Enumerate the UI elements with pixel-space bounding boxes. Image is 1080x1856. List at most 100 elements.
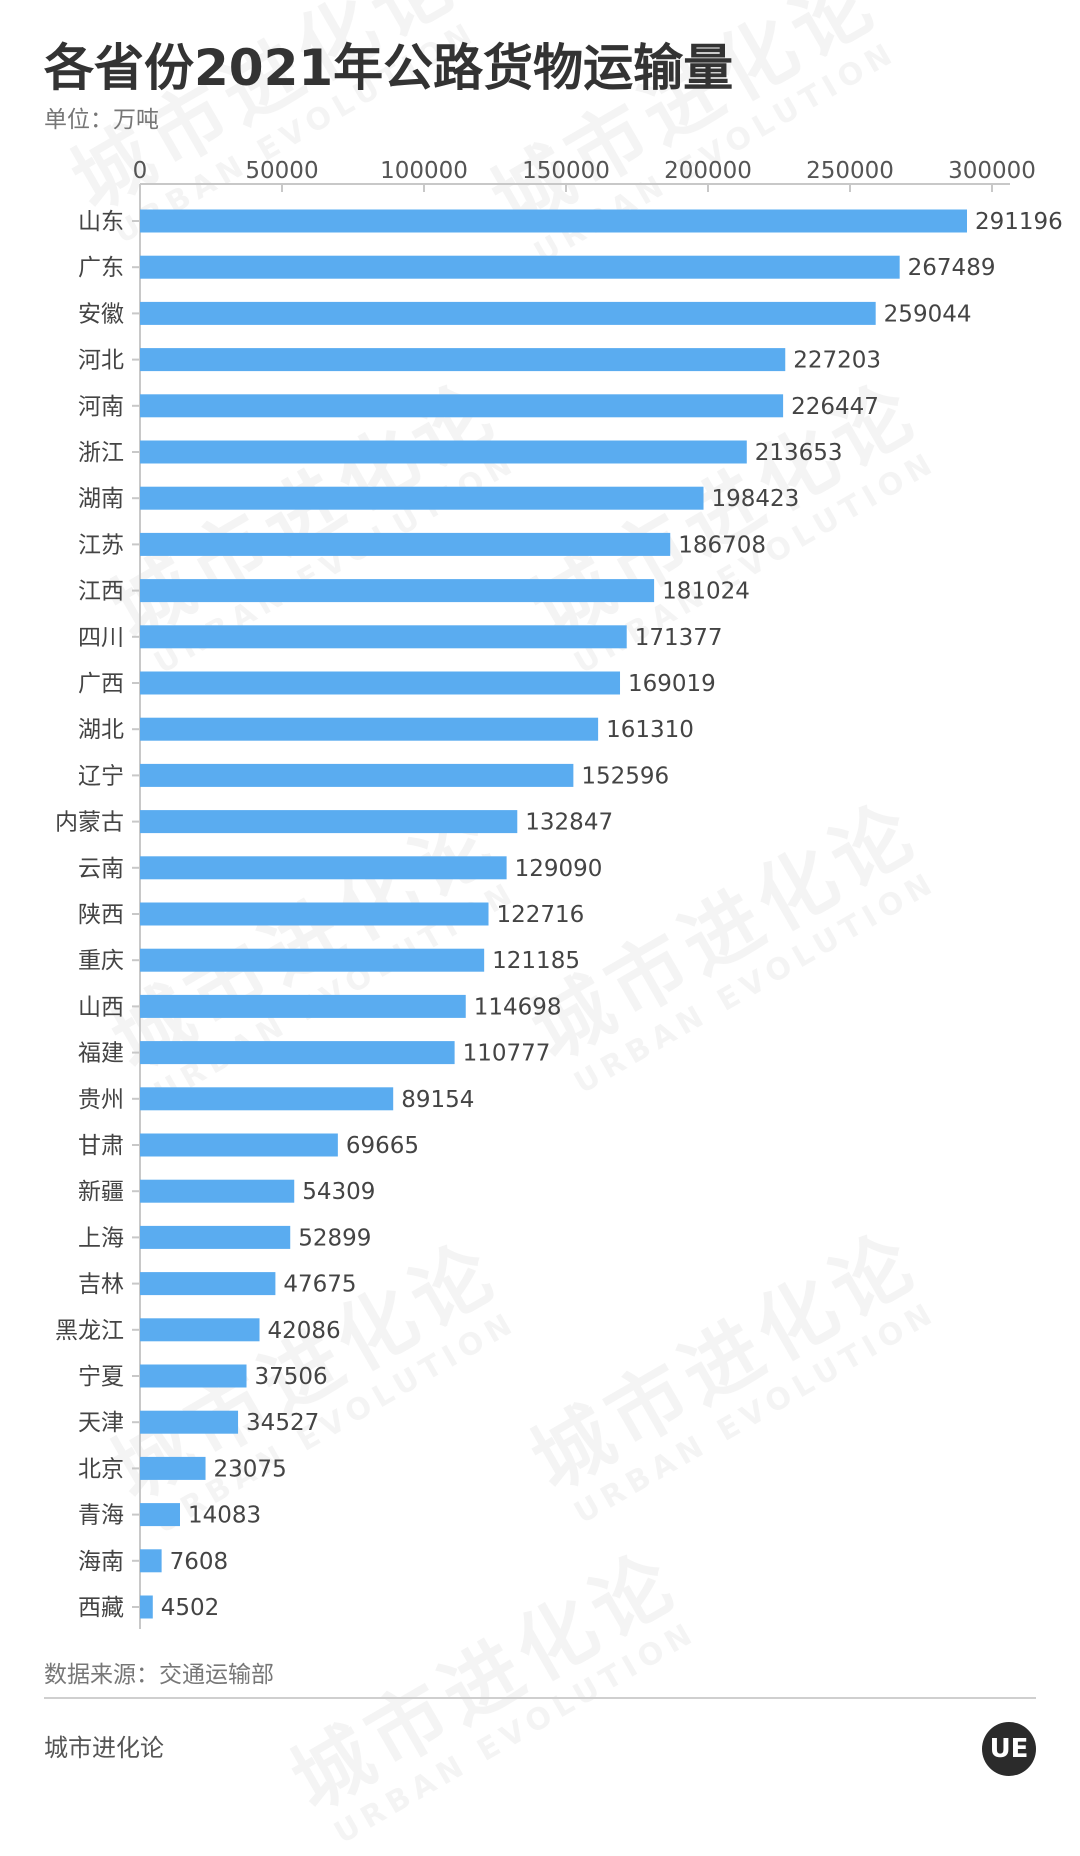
- data-label: 14083: [188, 1503, 261, 1529]
- category-label: 黑龙江: [55, 1318, 124, 1344]
- bar: [140, 1318, 260, 1342]
- data-label: 110777: [463, 1041, 551, 1067]
- bar: [140, 1410, 239, 1434]
- category-label: 湖南: [78, 486, 124, 512]
- category-label: 重庆: [78, 948, 124, 974]
- bar: [140, 1549, 162, 1573]
- bar: [140, 579, 655, 603]
- data-label: 213653: [755, 440, 843, 466]
- category-label: 河北: [78, 348, 124, 374]
- category-label: 江西: [78, 579, 124, 605]
- data-label: 47675: [283, 1272, 356, 1298]
- category-label: 内蒙古: [55, 810, 124, 836]
- bar: [140, 948, 485, 972]
- category-label: 安徽: [78, 301, 124, 327]
- bar: [140, 1041, 455, 1065]
- data-source: 数据来源：交通运输部: [44, 1662, 274, 1688]
- data-label: 267489: [908, 255, 996, 281]
- category-label: 湖北: [78, 717, 124, 743]
- category-label: 山西: [78, 994, 124, 1020]
- data-label: 259044: [884, 301, 972, 327]
- bar: [140, 1133, 338, 1157]
- bar: [140, 348, 786, 372]
- category-label: 宁夏: [78, 1364, 124, 1390]
- bar: [140, 1456, 206, 1480]
- category-label: 福建: [78, 1041, 124, 1067]
- data-label: 129090: [515, 856, 603, 882]
- bar: [140, 394, 784, 418]
- category-label: 河南: [78, 394, 124, 420]
- data-label: 42086: [268, 1318, 341, 1344]
- bar: [140, 671, 621, 695]
- data-label: 89154: [401, 1087, 474, 1113]
- data-label: 186708: [678, 532, 766, 558]
- data-label: 152596: [581, 763, 669, 789]
- bar: [140, 994, 466, 1018]
- data-label: 54309: [302, 1179, 375, 1205]
- x-tick-label: 200000: [664, 158, 752, 184]
- category-label: 吉林: [78, 1272, 124, 1298]
- x-tick-label: 150000: [522, 158, 610, 184]
- category-label: 上海: [78, 1225, 124, 1251]
- data-label: 169019: [628, 671, 716, 697]
- category-label: 西藏: [78, 1595, 124, 1621]
- data-label: 132847: [525, 810, 613, 836]
- category-label: 江苏: [78, 532, 124, 558]
- bar: [140, 1179, 295, 1203]
- bar: [140, 1272, 276, 1296]
- bar: [140, 209, 967, 233]
- bar: [140, 1595, 153, 1619]
- data-label: 161310: [606, 717, 694, 743]
- data-label: 227203: [793, 348, 881, 374]
- category-label: 贵州: [78, 1087, 124, 1113]
- category-label: 北京: [78, 1456, 124, 1482]
- bar: [140, 810, 518, 834]
- data-label: 4502: [161, 1595, 220, 1621]
- category-label: 云南: [78, 856, 124, 882]
- x-tick-label: 100000: [380, 158, 468, 184]
- data-label: 37506: [255, 1364, 328, 1390]
- x-tick-label: 50000: [245, 158, 318, 184]
- bar: [140, 1087, 394, 1111]
- x-tick-label: 0: [133, 158, 148, 184]
- category-label: 青海: [78, 1503, 124, 1529]
- data-label: 226447: [791, 394, 879, 420]
- brand-logo-icon: UE: [982, 1722, 1036, 1776]
- data-label: 23075: [214, 1456, 287, 1482]
- bar: [140, 486, 704, 510]
- bar: [140, 532, 671, 556]
- category-label: 辽宁: [78, 763, 124, 789]
- data-label: 7608: [170, 1549, 229, 1575]
- bar: [140, 625, 627, 649]
- data-label: 69665: [346, 1133, 419, 1159]
- bar: [140, 440, 747, 464]
- category-label: 陕西: [78, 902, 124, 928]
- x-tick-label: 250000: [806, 158, 894, 184]
- data-label: 171377: [635, 625, 723, 651]
- brand-name: 城市进化论: [44, 1734, 164, 1762]
- footer-divider: [44, 1697, 1036, 1699]
- bar: [140, 856, 507, 880]
- x-tick-label: 300000: [948, 158, 1036, 184]
- bar: [140, 763, 574, 787]
- bar-chart: 0 50000 100000 150000 200000 250000 300000 山东 29…: [55, 158, 1063, 1629]
- bar: [140, 1503, 180, 1527]
- data-label: 114698: [474, 994, 562, 1020]
- data-label: 122716: [497, 902, 585, 928]
- data-label: 34527: [246, 1410, 319, 1436]
- category-label: 广东: [78, 255, 124, 281]
- category-label: 海南: [78, 1549, 124, 1575]
- category-label: 浙江: [78, 440, 124, 466]
- unit-label: 单位：万吨: [44, 107, 159, 133]
- category-label: 广西: [78, 671, 124, 697]
- bar: [140, 902, 489, 926]
- data-label: 52899: [298, 1225, 371, 1251]
- bar: [140, 1225, 291, 1249]
- data-label: 181024: [662, 579, 750, 605]
- bar: [140, 1364, 247, 1388]
- bar: [140, 301, 876, 325]
- data-label: 291196: [975, 209, 1063, 235]
- category-label: 山东: [78, 209, 124, 235]
- data-label: 198423: [712, 486, 800, 512]
- category-label: 天津: [78, 1410, 124, 1436]
